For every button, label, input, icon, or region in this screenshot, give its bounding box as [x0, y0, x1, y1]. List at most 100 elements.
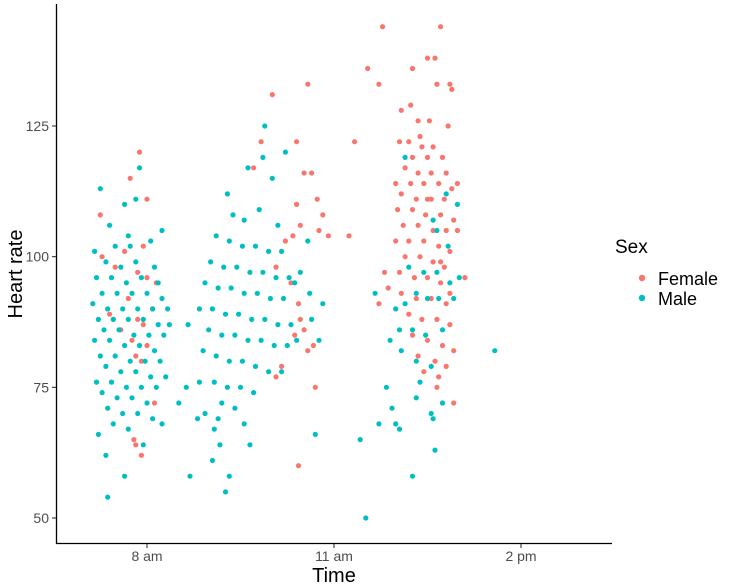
point-male: [176, 400, 182, 406]
point-male: [421, 269, 427, 275]
point-male: [266, 369, 272, 375]
point-male: [151, 348, 158, 354]
point-female: [428, 170, 434, 176]
x-tick-label: 2 pm: [505, 548, 536, 564]
y-ticks: 50 75 100 125: [26, 118, 56, 526]
point-male: [252, 363, 259, 369]
point-female: [454, 180, 460, 187]
point-male: [90, 301, 96, 307]
point-male: [215, 285, 221, 291]
point-female: [393, 180, 399, 187]
point-female: [398, 107, 404, 113]
point-male: [222, 489, 229, 495]
y-tick-label: 50: [33, 510, 49, 526]
point-male: [245, 165, 251, 171]
point-female: [423, 212, 429, 218]
point-male: [110, 421, 116, 427]
point-male: [445, 243, 451, 249]
point-female: [135, 316, 141, 322]
point-female: [398, 191, 404, 197]
point-male: [417, 379, 423, 385]
point-male: [99, 290, 105, 296]
point-female: [144, 342, 150, 349]
point-female: [406, 139, 412, 145]
point-male: [260, 154, 266, 160]
point-female: [151, 400, 158, 406]
point-male: [138, 275, 144, 281]
point-male: [275, 222, 281, 228]
point-female: [144, 196, 150, 202]
point-male: [236, 311, 242, 317]
point-female: [434, 384, 440, 390]
point-female: [251, 165, 257, 171]
point-female: [140, 322, 146, 328]
point-male: [215, 416, 221, 422]
point-male: [307, 290, 313, 296]
y-tick-label: 75: [33, 379, 49, 395]
point-female: [402, 254, 408, 260]
point-male: [439, 400, 446, 406]
point-male: [232, 405, 238, 411]
point-female: [411, 275, 417, 281]
point-male: [232, 332, 238, 338]
point-male: [161, 332, 167, 338]
point-female: [415, 353, 421, 359]
point-female: [295, 301, 302, 307]
point-male: [241, 290, 247, 296]
point-female: [273, 374, 279, 380]
point-female: [462, 275, 468, 281]
point-female: [305, 348, 311, 354]
point-male: [211, 426, 217, 432]
point-male: [383, 384, 389, 390]
point-male: [387, 337, 393, 343]
point-female: [436, 243, 442, 249]
point-male: [273, 275, 279, 281]
point-male: [92, 337, 98, 343]
point-female: [385, 285, 391, 291]
x-tick-label: 11 am: [315, 548, 353, 564]
point-male: [396, 426, 403, 432]
point-male: [107, 222, 113, 228]
point-female: [451, 400, 457, 406]
point-male: [256, 207, 262, 213]
point-male: [406, 264, 412, 270]
point-female: [314, 196, 320, 202]
point-male: [262, 123, 268, 129]
point-male: [251, 390, 257, 396]
point-male: [202, 280, 208, 286]
point-male: [123, 384, 129, 390]
point-female: [434, 316, 440, 322]
point-male: [93, 275, 100, 281]
point-male: [118, 264, 124, 270]
legend-title: Sex: [615, 237, 648, 258]
point-male: [140, 442, 146, 448]
point-male: [150, 416, 156, 422]
point-female: [428, 196, 434, 202]
point-male: [135, 410, 141, 417]
point-male: [217, 442, 223, 448]
point-female: [443, 227, 449, 234]
point-female: [127, 175, 133, 181]
point-male: [103, 259, 109, 265]
point-male: [222, 311, 229, 317]
y-tick-label: 125: [26, 118, 50, 134]
point-female: [396, 269, 403, 275]
point-male: [123, 280, 129, 286]
point-male: [241, 217, 247, 223]
point-female: [449, 86, 455, 92]
point-male: [97, 186, 103, 192]
point-male: [309, 316, 315, 322]
point-male: [157, 358, 163, 364]
point-male: [428, 410, 434, 417]
point-female: [413, 196, 419, 202]
point-male: [249, 316, 255, 322]
point-male: [305, 238, 311, 244]
point-female: [432, 358, 438, 364]
point-male: [413, 290, 419, 296]
point-male: [213, 353, 219, 359]
point-female: [301, 170, 307, 176]
point-male: [136, 165, 143, 171]
point-female: [439, 154, 446, 160]
point-male: [99, 390, 105, 396]
